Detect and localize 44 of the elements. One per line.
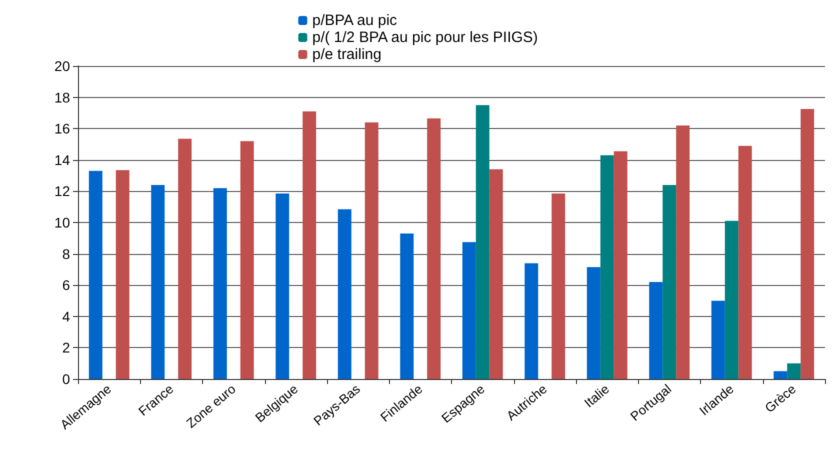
y-tick-label: 12 (54, 183, 70, 200)
y-tick-label: 8 (62, 246, 70, 262)
bar (178, 138, 192, 379)
bar (302, 111, 316, 379)
legend-label: p/BPA au pic (312, 12, 398, 29)
bar (800, 109, 814, 379)
y-tick-label: 16 (54, 120, 70, 137)
y-tick-label: 6 (62, 277, 70, 294)
bar (586, 267, 600, 379)
y-tick-label: 0 (62, 371, 70, 387)
bar (88, 170, 102, 379)
bar (524, 263, 538, 379)
bar (662, 184, 676, 379)
bar (476, 105, 490, 379)
y-tick-label: 2 (62, 340, 70, 356)
x-tick-label: Italie (581, 381, 612, 410)
bar (649, 282, 663, 379)
bar (462, 242, 476, 379)
bar (724, 220, 738, 379)
bar (276, 194, 290, 379)
bar (787, 363, 801, 379)
bar (676, 125, 690, 379)
bar (738, 146, 752, 379)
bar (116, 170, 130, 379)
y-tick-label: 4 (62, 308, 70, 324)
bar (774, 371, 788, 379)
bar (213, 188, 227, 379)
bar (552, 194, 566, 379)
legend-label: p/e trailing (312, 46, 382, 63)
y-tick-label: 10 (54, 214, 70, 230)
bar (489, 169, 503, 379)
bar (364, 122, 378, 379)
legend-label: p/( 1/2 BPA au pic pour les PIIGS) (312, 29, 538, 46)
y-tick-label: 20 (54, 58, 70, 74)
bar (614, 151, 628, 379)
bar (711, 300, 725, 379)
bar (338, 209, 352, 379)
bar (427, 118, 441, 379)
bar (240, 141, 254, 379)
y-tick-label: 18 (54, 89, 70, 106)
bar (400, 233, 414, 379)
bar (151, 184, 165, 379)
bar (600, 155, 614, 379)
y-tick-label: 14 (54, 152, 70, 168)
